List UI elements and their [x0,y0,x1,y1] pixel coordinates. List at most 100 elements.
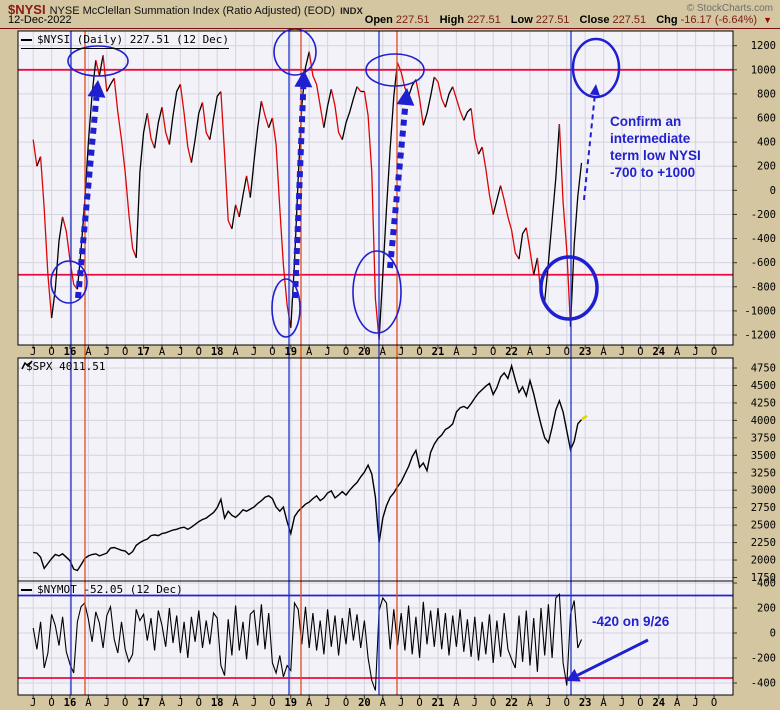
svg-text:A: A [527,346,534,358]
stockcharts-copyright: © StockCharts.com [686,3,773,14]
open-label: Open [364,14,393,26]
svg-text:17: 17 [137,697,150,709]
svg-text:J: J [472,346,478,358]
svg-text:2500: 2500 [751,520,776,532]
svg-text:-1000: -1000 [744,305,776,317]
chart-title: NYSE McClellan Summation Index (Ratio Ad… [49,5,336,17]
annotation-ellipse [50,260,88,304]
annotation-ellipse [571,37,621,99]
annotation-arrowhead [589,84,600,96]
svg-text:3750: 3750 [751,432,776,444]
annotation-arrowhead [294,70,313,88]
svg-text:21: 21 [432,697,445,709]
axis-ticks-labels: -1200-1000-800-600-400-20002004006008001… [30,40,776,709]
svg-text:24: 24 [652,697,665,709]
svg-text:O: O [711,346,717,358]
quote-date: 12-Dec-2022 [8,14,72,26]
chg-down-triangle-icon: ▼ [763,15,772,25]
svg-text:16: 16 [64,346,77,358]
svg-text:A: A [232,697,239,709]
svg-text:J: J [104,346,110,358]
svg-text:A: A [159,697,166,709]
svg-text:O: O [122,697,128,709]
svg-text:J: J [619,346,625,358]
panel-borders [17,30,734,696]
high-label: High [439,14,465,26]
svg-text:J: J [472,697,478,709]
chg-value: -16.17 (-6.64%) [680,14,758,26]
svg-text:J: J [398,346,404,358]
annotation-ellipse [365,53,425,87]
svg-text:O: O [343,346,349,358]
svg-text:J: J [104,697,110,709]
legend-line-swatch [21,588,32,591]
svg-text:A: A [453,346,460,358]
low-value: 227.51 [535,14,570,26]
svg-text:1750: 1750 [751,572,776,584]
annotation-ellipse [67,45,129,77]
svg-text:-400: -400 [751,233,776,245]
low-label: Low [510,14,533,26]
svg-text:O: O [564,346,570,358]
annotation-arrow [576,638,649,677]
svg-text:4750: 4750 [751,363,776,375]
svg-text:J: J [692,346,698,358]
svg-text:4500: 4500 [751,380,776,392]
svg-text:3250: 3250 [751,467,776,479]
confirm-low-annotation: Confirm an intermediate term low NYSI -7… [610,114,701,180]
legend-line-swatch [21,38,32,41]
svg-text:2250: 2250 [751,537,776,549]
svg-text:J: J [177,346,183,358]
svg-text:A: A [674,346,681,358]
svg-text:22: 22 [505,697,518,709]
svg-text:O: O [48,346,54,358]
svg-text:18: 18 [211,697,224,709]
annotation-arrow [75,96,100,299]
panel-backgrounds [18,31,733,695]
legend-nymot: $NYMOT -52.05 (12 Dec) [21,583,183,596]
svg-text:O: O [416,346,422,358]
svg-text:22: 22 [505,346,518,358]
svg-text:24: 24 [652,346,665,358]
svg-text:A: A [600,346,607,358]
spx-last-bar-highlight [581,414,588,421]
svg-text:19: 19 [284,697,297,709]
svg-text:A: A [453,697,460,709]
svg-text:400: 400 [757,137,776,149]
chg-label: Chg [656,14,678,26]
svg-text:O: O [637,697,643,709]
high-value: 227.51 [467,14,501,26]
quote-row: 12-Dec-2022 Open 227.51 High 227.51 Low 227… [8,14,772,26]
svg-text:3500: 3500 [751,450,776,462]
ohlc-values: Open 227.51 High 227.51 Low 227.51 Close 227… [358,14,772,26]
svg-text:16: 16 [64,697,77,709]
svg-text:O: O [490,346,496,358]
legend-nysi: $NYSI (Daily) 227.51 (12 Dec) [21,33,230,49]
svg-text:4250: 4250 [751,397,776,409]
svg-text:-200: -200 [751,209,776,221]
svg-text:O: O [343,697,349,709]
annotation-ellipse [539,255,599,321]
svg-text:2000: 2000 [751,555,776,567]
svg-text:18: 18 [211,346,224,358]
legend-spx-label: $SPX 4011.51 [26,360,106,373]
svg-text:21: 21 [432,346,445,358]
svg-text:A: A [380,697,387,709]
svg-text:A: A [527,697,534,709]
svg-text:J: J [177,697,183,709]
annotation-arrowhead [566,668,581,682]
svg-text:J: J [619,697,625,709]
svg-text:A: A [306,346,313,358]
annotation-arrowhead [396,88,415,106]
svg-text:O: O [637,346,643,358]
svg-text:O: O [416,697,422,709]
svg-text:O: O [269,697,275,709]
svg-text:1000: 1000 [751,64,776,76]
svg-text:23: 23 [579,697,592,709]
annotation-ellipse [271,278,301,338]
svg-text:1200: 1200 [751,40,776,52]
annotation-arrow [387,104,409,269]
svg-text:J: J [545,346,551,358]
svg-text:O: O [122,346,128,358]
svg-text:A: A [674,697,681,709]
